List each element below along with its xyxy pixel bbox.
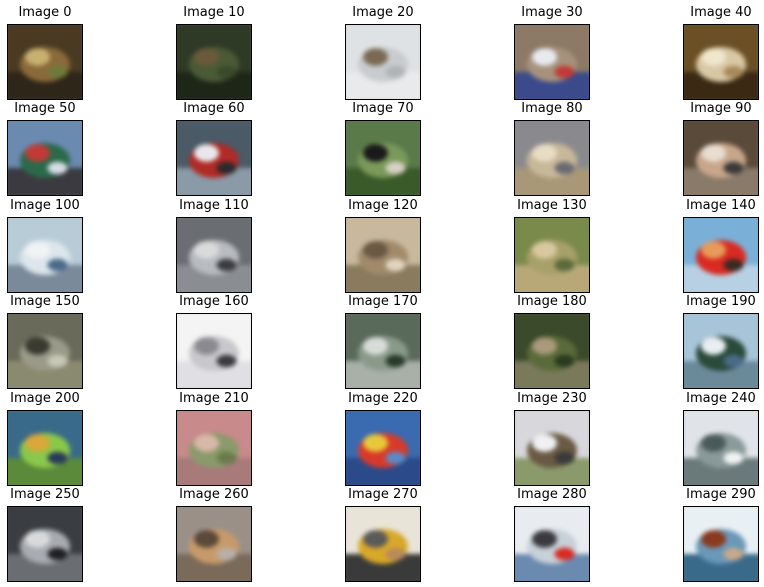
image-title: Image 0 <box>18 5 72 20</box>
automobile-thumbnail <box>7 506 83 582</box>
image-title: Image 270 <box>348 487 418 502</box>
image-title: Image 80 <box>521 101 583 116</box>
cat-thumbnail <box>7 313 83 389</box>
dog-thumbnail <box>345 120 421 196</box>
automobile-thumbnail <box>176 313 252 389</box>
image-title: Image 50 <box>14 101 76 116</box>
image-title: Image 120 <box>348 198 418 213</box>
image-title: Image 160 <box>179 294 249 309</box>
horse-thumbnail <box>514 410 590 486</box>
ship-thumbnail <box>683 313 759 389</box>
image-title: Image 230 <box>517 391 587 406</box>
airplane-thumbnail <box>514 24 590 100</box>
image-title: Image 220 <box>348 391 418 406</box>
dog-thumbnail <box>176 506 252 582</box>
truck-thumbnail <box>7 120 83 196</box>
image-title: Image 280 <box>517 487 587 502</box>
ship-thumbnail <box>7 217 83 293</box>
frog-thumbnail <box>7 24 83 100</box>
airplane-thumbnail <box>345 410 421 486</box>
image-title: Image 110 <box>179 198 249 213</box>
automobile-thumbnail <box>176 120 252 196</box>
image-title: Image 20 <box>352 5 414 20</box>
frog-thumbnail <box>176 410 252 486</box>
image-title: Image 150 <box>10 294 80 309</box>
deer-thumbnail <box>345 24 421 100</box>
truck-thumbnail <box>176 217 252 293</box>
cat-thumbnail <box>514 120 590 196</box>
dog-thumbnail <box>683 24 759 100</box>
ship-thumbnail <box>683 410 759 486</box>
image-title: Image 180 <box>517 294 587 309</box>
image-title: Image 140 <box>686 198 756 213</box>
image-title: Image 70 <box>352 101 414 116</box>
ship-thumbnail <box>683 506 759 582</box>
bird-thumbnail <box>345 217 421 293</box>
image-title: Image 130 <box>517 198 587 213</box>
automobile-thumbnail <box>683 217 759 293</box>
bird-thumbnail <box>683 120 759 196</box>
deer-thumbnail <box>176 24 252 100</box>
image-title: Image 90 <box>690 101 752 116</box>
image-title: Image 190 <box>686 294 756 309</box>
ship-thumbnail <box>345 313 421 389</box>
image-title: Image 10 <box>183 5 245 20</box>
image-title: Image 30 <box>521 5 583 20</box>
ship-thumbnail <box>514 506 590 582</box>
image-title: Image 290 <box>686 487 756 502</box>
deer-thumbnail <box>514 217 590 293</box>
image-title: Image 260 <box>179 487 249 502</box>
image-title: Image 240 <box>686 391 756 406</box>
image-title: Image 200 <box>10 391 80 406</box>
image-title: Image 250 <box>10 487 80 502</box>
image-title: Image 40 <box>690 5 752 20</box>
image-title: Image 210 <box>179 391 249 406</box>
frog-thumbnail <box>7 410 83 486</box>
truck-thumbnail <box>345 506 421 582</box>
image-title: Image 60 <box>183 101 245 116</box>
image-title: Image 170 <box>348 294 418 309</box>
image-title: Image 100 <box>10 198 80 213</box>
deer-thumbnail <box>514 313 590 389</box>
